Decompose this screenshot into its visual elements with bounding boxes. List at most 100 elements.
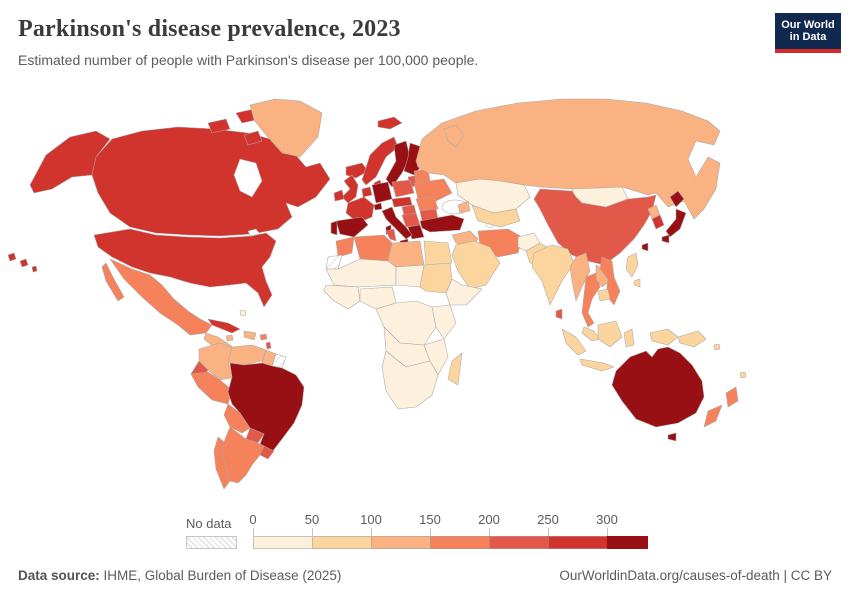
country-united-states-hawaii[interactable] [31, 265, 38, 273]
legend-color-bar[interactable] [253, 536, 648, 549]
country-indonesia-sumatra[interactable] [561, 328, 587, 356]
region-benelux[interactable] [361, 186, 373, 198]
country-indonesia-borneo[interactable] [597, 320, 623, 348]
country-venezuela[interactable] [227, 344, 267, 366]
country-western-sahara-no-data[interactable] [325, 254, 343, 270]
country-libya[interactable] [387, 240, 425, 268]
country-united-states-hawaii[interactable] [7, 252, 17, 262]
country-australia-tasmania[interactable] [667, 432, 677, 442]
legend-tick [253, 528, 254, 536]
region-mozambique-zimbabwe[interactable] [423, 338, 449, 376]
no-data-swatch[interactable] [186, 536, 237, 549]
country-sweden[interactable] [385, 140, 411, 188]
country-india[interactable] [531, 244, 575, 306]
country-fiji[interactable] [739, 371, 747, 379]
country-algeria[interactable] [353, 234, 393, 262]
country-germany[interactable] [371, 181, 393, 204]
country-chile[interactable] [213, 436, 231, 490]
country-portugal[interactable] [330, 220, 338, 236]
country-canada-arctic-island[interactable] [207, 118, 231, 134]
legend-bin-100-150[interactable] [371, 536, 430, 549]
country-myanmar[interactable] [569, 252, 591, 302]
country-spain[interactable] [335, 216, 369, 238]
country-china[interactable] [533, 188, 657, 266]
legend-bin-50-100[interactable] [312, 536, 371, 549]
country-indonesia-java[interactable] [579, 358, 615, 372]
country-ukraine[interactable] [413, 178, 453, 202]
country-philippines[interactable] [625, 252, 639, 278]
country-poland[interactable] [391, 179, 415, 198]
owid-logo[interactable]: Our World in Data [775, 13, 841, 53]
legend-bin-150-200[interactable] [430, 536, 489, 549]
region-lesser-antilles[interactable] [265, 341, 272, 350]
country-papua-new-guinea[interactable] [677, 330, 707, 348]
legend-tick [371, 528, 372, 536]
country-switzerland[interactable] [373, 202, 383, 211]
country-japan-hokkaido[interactable] [669, 190, 685, 208]
region-austria-czechia[interactable] [391, 196, 413, 208]
country-canada-arctic-island[interactable] [243, 130, 263, 146]
region-east-africa[interactable] [431, 304, 457, 340]
country-brazil[interactable] [227, 362, 305, 453]
region-west-africa[interactable] [323, 284, 361, 310]
data-source-label: Data source: [18, 568, 100, 583]
country-bolivia[interactable] [223, 403, 251, 434]
country-madagascar[interactable] [447, 352, 463, 386]
country-bahamas[interactable] [239, 309, 247, 317]
owid-logo-line1: Our World [781, 19, 835, 31]
legend-bin-200-250[interactable] [489, 536, 548, 549]
legend-tick-label: 300 [596, 512, 618, 527]
country-tunisia[interactable] [385, 228, 397, 242]
country-egypt[interactable] [423, 240, 453, 266]
country-south-africa[interactable] [381, 350, 439, 410]
country-sri-lanka[interactable] [555, 308, 563, 320]
country-cuba[interactable] [207, 318, 241, 334]
country-indonesia-sulawesi[interactable] [623, 328, 635, 348]
legend-bin-0-50[interactable] [253, 536, 312, 549]
country-taiwan[interactable] [641, 242, 649, 252]
country-morocco[interactable] [335, 236, 355, 258]
country-united-states-hawaii[interactable] [19, 258, 29, 268]
region-caucasus[interactable] [457, 200, 471, 214]
country-jamaica[interactable] [225, 334, 234, 342]
country-malaysia[interactable] [581, 326, 601, 342]
country-kazakhstan[interactable] [455, 178, 531, 214]
country-france[interactable] [345, 196, 375, 224]
country-japan-honshu[interactable] [665, 208, 687, 238]
country-south-korea[interactable] [651, 214, 665, 230]
legend-bin-250-300[interactable] [548, 536, 607, 549]
license-link[interactable]: OurWorldinData.org/causes-of-death | CC … [559, 568, 832, 583]
region-arabian-peninsula[interactable] [451, 240, 501, 290]
region-balkans[interactable] [401, 212, 421, 228]
country-australia[interactable] [611, 346, 705, 428]
country-romania[interactable] [415, 196, 439, 212]
country-united-kingdom[interactable] [341, 174, 359, 204]
country-sudan[interactable] [419, 262, 453, 294]
country-indonesia-papua[interactable] [649, 328, 679, 346]
country-norway-svalbard[interactable] [377, 116, 403, 130]
country-japan-kyushu[interactable] [661, 234, 670, 244]
country-united-states[interactable] [93, 228, 277, 308]
country-turkey[interactable] [419, 214, 465, 233]
country-russia-novaya-zemlya[interactable] [443, 124, 465, 148]
legend-bin-300-plus[interactable] [607, 536, 648, 549]
country-philippines-south[interactable] [633, 278, 641, 288]
region-chad-niger[interactable] [395, 264, 425, 288]
legend-tick [430, 528, 431, 536]
country-cambodia[interactable] [597, 288, 611, 302]
country-solomon-islands[interactable] [713, 343, 721, 351]
country-iceland[interactable] [345, 162, 369, 179]
no-data-label: No data [186, 516, 232, 531]
legend-tick [607, 528, 608, 536]
legend-tick-label: 50 [304, 512, 320, 527]
country-ireland[interactable] [333, 189, 345, 202]
country-new-zealand-north[interactable] [725, 386, 739, 408]
country-vietnam[interactable] [599, 256, 621, 306]
region-central-asia[interactable] [471, 204, 521, 228]
country-italy[interactable] [381, 206, 413, 240]
country-puerto-rico[interactable] [259, 333, 268, 341]
country-new-zealand-south[interactable] [703, 404, 723, 428]
country-hispaniola[interactable] [243, 330, 257, 341]
country-mexico-baja[interactable] [101, 262, 125, 302]
country-greenland[interactable] [249, 98, 323, 158]
